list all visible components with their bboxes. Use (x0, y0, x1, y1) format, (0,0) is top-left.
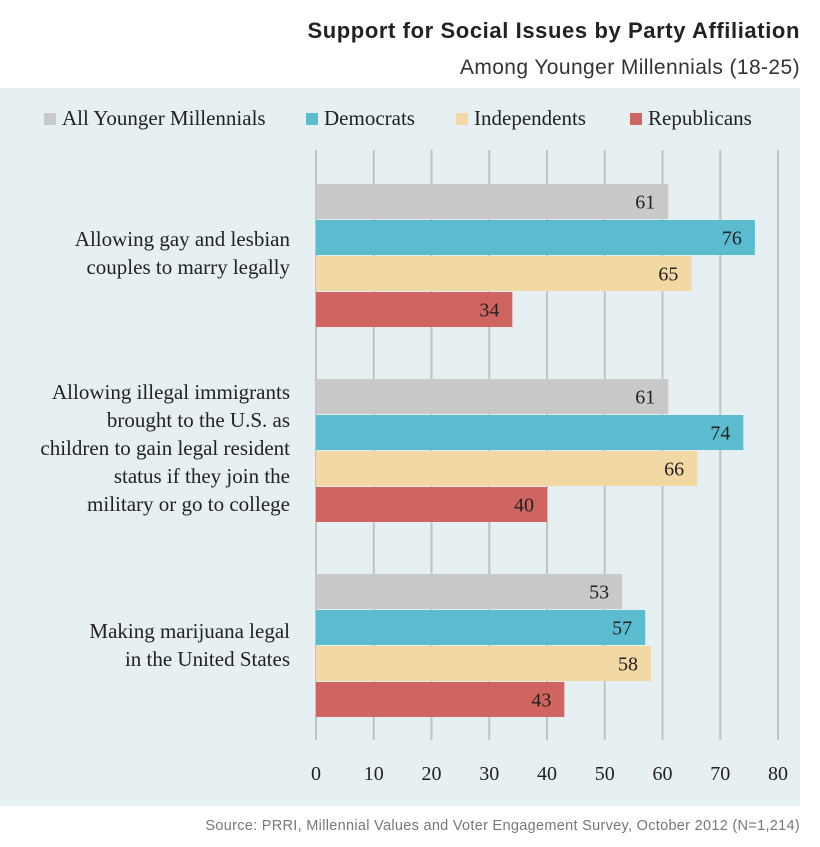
category-label-marijuana: Making marijuana legal in the United Sta… (89, 617, 290, 673)
legend-swatch-democrats (306, 112, 318, 125)
chart-title: Support for Social Issues by Party Affil… (307, 18, 800, 43)
category-label-line: military or go to college (87, 492, 290, 516)
legend-item-independents: Independents (456, 106, 586, 131)
category-label-line: in the United States (124, 647, 290, 671)
category-label-line: children to gain legal resident (40, 436, 290, 460)
chart-subtitle: Among Younger Millennials (18-25) (459, 56, 800, 79)
legend-label-all: All Younger Millennials (62, 106, 266, 130)
category-label-same-sex-marriage: Allowing gay and lesbian couples to marr… (75, 225, 290, 281)
legend-item-democrats: Democrats (306, 106, 415, 131)
legend-item-republicans: Republicans (630, 106, 752, 131)
category-label-line: brought to the U.S. as (106, 408, 290, 432)
legend-label-republicans: Republicans (648, 106, 752, 130)
legend-item-all-younger-millennials: All Younger Millennials (44, 106, 266, 131)
category-label-line: Making marijuana legal (89, 619, 290, 643)
category-label-line: couples to marry legally (86, 255, 290, 279)
category-label-immigrants: Allowing illegal immigrants brought to t… (40, 378, 290, 518)
source-note: Source: PRRI, Millennial Values and Vote… (205, 818, 800, 834)
legend-label-independents: Independents (474, 106, 586, 130)
category-label-line: Allowing gay and lesbian (74, 227, 290, 251)
legend-swatch-republicans (630, 112, 642, 125)
category-label-line: status if they join the (113, 464, 290, 488)
legend-label-democrats: Democrats (324, 106, 415, 130)
legend-swatch-independents (456, 112, 468, 125)
legend: All Younger Millennials Democrats Indepe… (0, 106, 800, 136)
category-label-line: Allowing illegal immigrants (52, 380, 290, 404)
legend-swatch-all (44, 112, 56, 125)
